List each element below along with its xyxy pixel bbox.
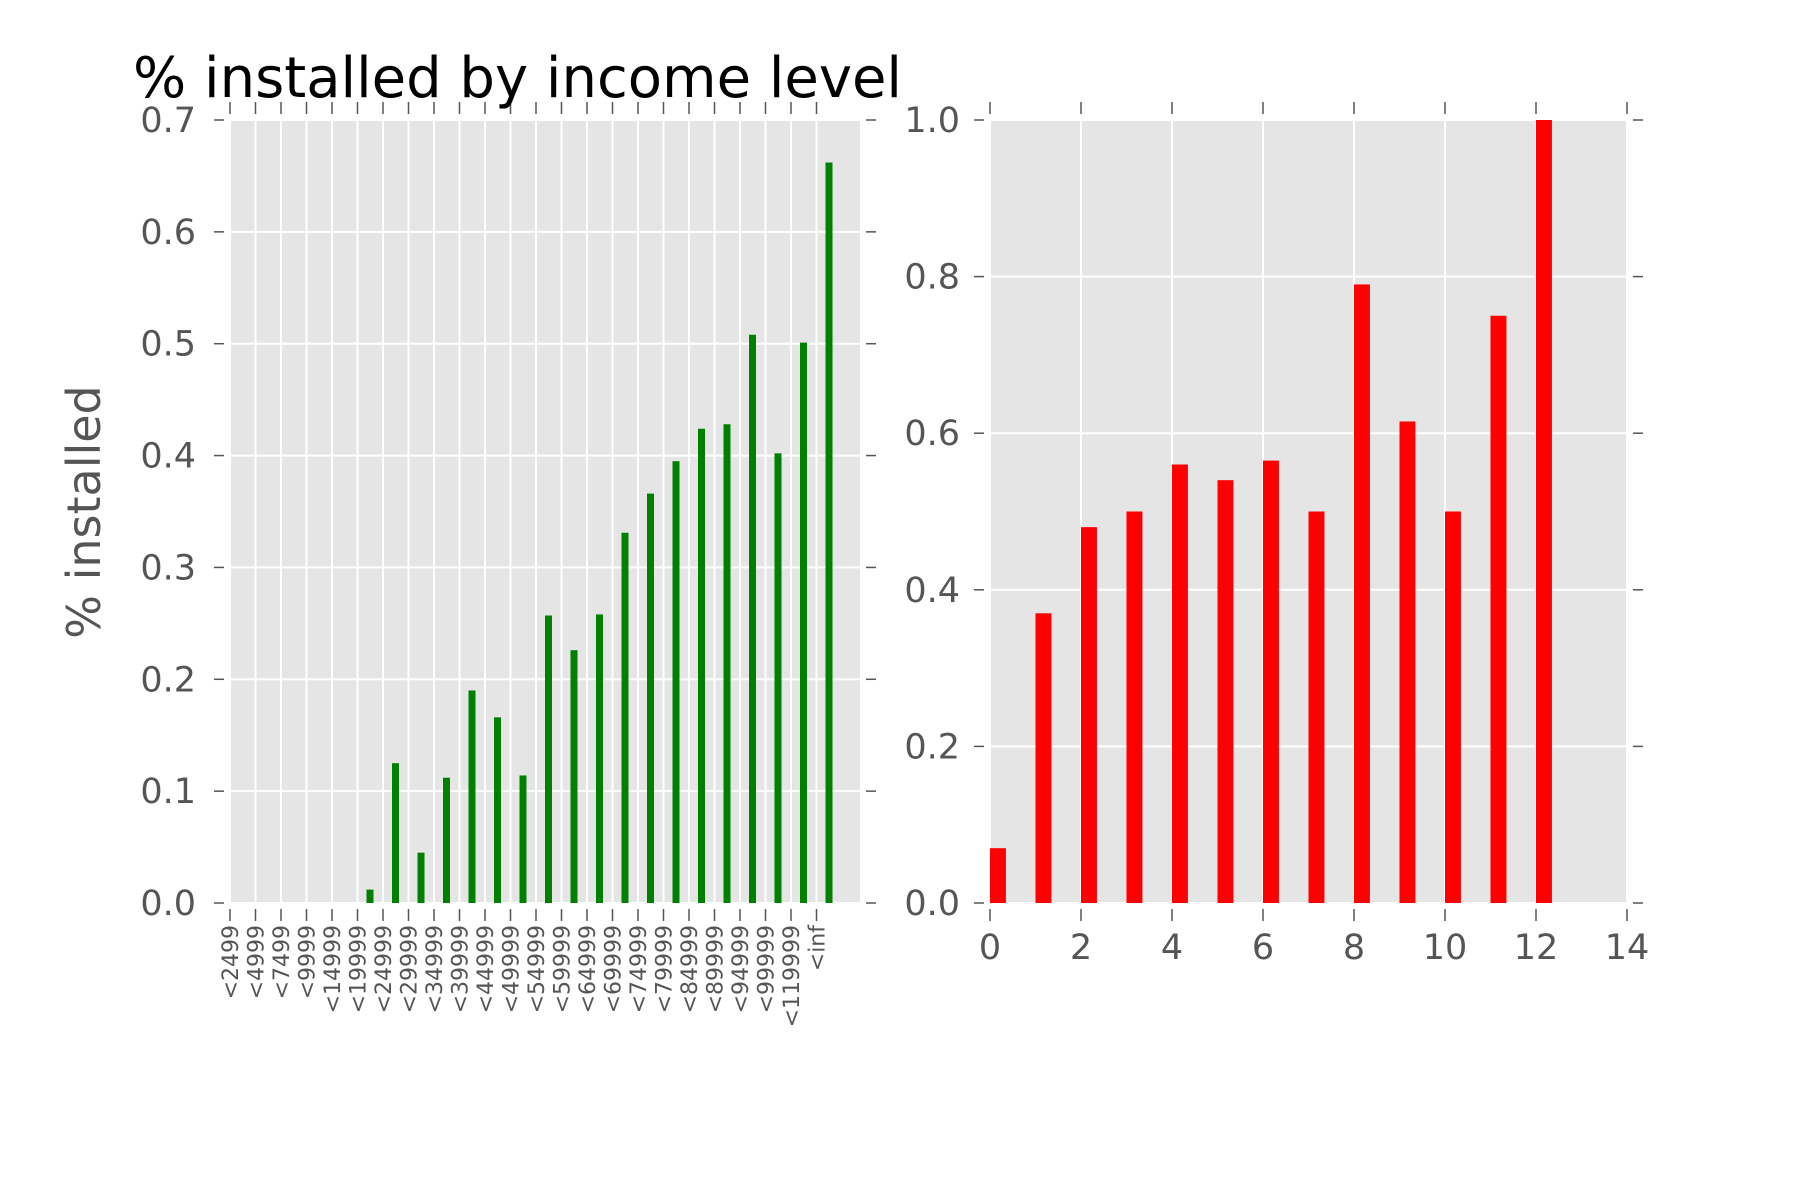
bar bbox=[990, 848, 1006, 903]
x-tick-label: <99999 bbox=[755, 925, 780, 1013]
x-tick-label: <34999 bbox=[423, 925, 448, 1013]
x-tick-label: <59999 bbox=[551, 925, 576, 1013]
second-x-tick-labels: 0 2 4 6 8 10 12 14 bbox=[979, 928, 1649, 968]
x-tick-label: 8 bbox=[1343, 928, 1365, 968]
bar bbox=[1399, 421, 1416, 903]
bar bbox=[417, 852, 425, 903]
income-y-tick-labels: 0.0 0.1 0.2 0.3 0.4 0.5 0.6 0.7 bbox=[140, 101, 196, 924]
bar bbox=[596, 614, 603, 903]
x-tick-label: <89999 bbox=[704, 925, 729, 1013]
second-bars bbox=[990, 120, 1552, 903]
y-tick-label: 0.6 bbox=[140, 213, 196, 253]
x-tick-label: 2 bbox=[1070, 928, 1092, 968]
x-tick-label: <2499 bbox=[219, 925, 244, 999]
x-tick-label: <44999 bbox=[474, 925, 499, 1013]
bar bbox=[468, 690, 476, 903]
y-tick-label: 0.3 bbox=[140, 548, 196, 588]
bar bbox=[494, 717, 501, 903]
x-tick-label: <94999 bbox=[729, 925, 754, 1013]
x-tick-label: <7499 bbox=[270, 925, 295, 999]
bar bbox=[1354, 284, 1370, 903]
income-x-tick-labels: <2499 <4999 <7499 <9999 <14999 <19999 <24999 <2… bbox=[219, 924, 831, 1028]
bar bbox=[1308, 511, 1325, 903]
bar bbox=[1172, 464, 1188, 903]
y-tick-label: 0.5 bbox=[140, 325, 196, 365]
x-tick-label: <4999 bbox=[245, 925, 270, 999]
x-tick-label: <24999 bbox=[372, 925, 397, 1013]
bar bbox=[621, 532, 629, 903]
x-tick-label: <inf bbox=[806, 924, 831, 971]
income-grid bbox=[229, 119, 860, 904]
x-tick-label: <39999 bbox=[449, 925, 474, 1013]
x-tick-label: <49999 bbox=[500, 925, 525, 1013]
bar bbox=[647, 493, 654, 903]
x-tick-label: 6 bbox=[1252, 928, 1274, 968]
bar bbox=[1126, 511, 1143, 903]
y-tick-label: 1.0 bbox=[904, 101, 960, 141]
second-ticks bbox=[974, 102, 1643, 921]
bar bbox=[698, 428, 705, 903]
y-tick-label: 0.0 bbox=[140, 884, 196, 924]
second-chart: 0.0 0.2 0.4 0.6 0.8 1.0 0 2 4 6 8 10 12 14 bbox=[904, 101, 1649, 968]
chart-title: % installed by income level bbox=[133, 46, 902, 111]
bar bbox=[1445, 511, 1461, 903]
x-tick-label: 0 bbox=[979, 928, 1001, 968]
income-chart: 0.00.10.20.30.40.50.60.7 <2499 <4999 <7499… bbox=[57, 46, 902, 1027]
x-tick-label: <19999 bbox=[347, 925, 372, 1013]
bar bbox=[1035, 613, 1052, 903]
bar bbox=[366, 889, 374, 903]
bar bbox=[749, 334, 756, 903]
x-tick-label: <119999 bbox=[780, 925, 805, 1027]
bar bbox=[1536, 120, 1552, 903]
bar bbox=[1217, 480, 1234, 903]
bar bbox=[443, 777, 450, 903]
y-tick-label: 0.6 bbox=[904, 414, 960, 454]
x-tick-label: 14 bbox=[1605, 928, 1650, 968]
x-tick-label: <69999 bbox=[602, 925, 627, 1013]
y-tick-label: 0.2 bbox=[140, 660, 196, 700]
income-bars bbox=[366, 162, 833, 903]
y-tick-label: 0.1 bbox=[140, 772, 196, 812]
y-axis-label: % installed bbox=[57, 385, 111, 639]
second-y-tick-labels: 0.0 0.2 0.4 0.6 0.8 1.0 bbox=[904, 101, 960, 924]
y-tick-label: 0.2 bbox=[904, 727, 960, 767]
bar bbox=[570, 650, 578, 903]
bar bbox=[545, 615, 552, 903]
bar bbox=[519, 775, 527, 903]
x-tick-label: <14999 bbox=[321, 925, 346, 1013]
bar bbox=[825, 162, 833, 903]
bar bbox=[1263, 460, 1279, 903]
x-tick-label: <9999 bbox=[296, 925, 321, 999]
x-tick-label: <74999 bbox=[627, 925, 652, 1013]
income-ticks bbox=[214, 102, 876, 921]
x-tick-label: 4 bbox=[1161, 928, 1183, 968]
bar bbox=[723, 424, 731, 903]
bar bbox=[1081, 527, 1097, 903]
bar bbox=[800, 342, 807, 903]
y-tick-label: 0.4 bbox=[904, 571, 960, 611]
y-tick-label: 0.0 bbox=[904, 884, 960, 924]
x-tick-label: 12 bbox=[1514, 928, 1559, 968]
x-tick-label: <64999 bbox=[576, 925, 601, 1013]
x-tick-label: <54999 bbox=[525, 925, 550, 1013]
x-tick-label: <29999 bbox=[398, 925, 423, 1013]
y-tick-label: 0.8 bbox=[904, 258, 960, 298]
y-tick-label: 0.7 bbox=[140, 101, 196, 141]
bar bbox=[774, 453, 782, 903]
bar bbox=[672, 461, 680, 903]
bar bbox=[392, 763, 399, 903]
x-tick-label: 10 bbox=[1423, 928, 1468, 968]
y-tick-label: 0.4 bbox=[140, 437, 196, 477]
bar bbox=[1490, 315, 1507, 903]
x-tick-label: <79999 bbox=[653, 925, 678, 1013]
x-tick-label: <84999 bbox=[678, 925, 703, 1013]
